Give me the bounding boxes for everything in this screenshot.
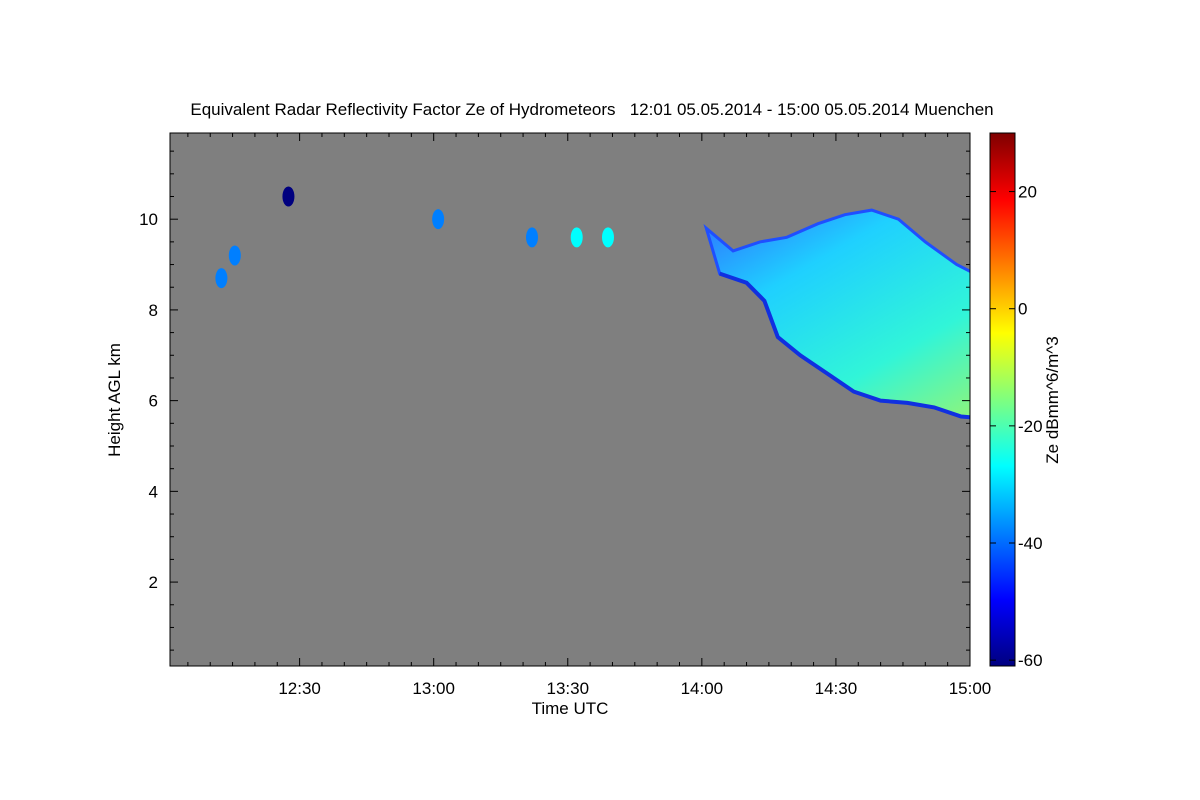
colorbar-label: Ze dBmm^6/m^3 — [1043, 336, 1062, 463]
y-axis-title: Height AGL km — [105, 343, 124, 457]
echo-patch — [228, 245, 241, 266]
colorbar-tick-label: 20 — [1018, 183, 1037, 202]
y-tick-label: 6 — [149, 392, 158, 411]
echo-patch — [601, 227, 614, 248]
y-tick-label: 2 — [149, 573, 158, 592]
colorbar-tick-label: 0 — [1018, 300, 1027, 319]
y-tick-label: 10 — [139, 210, 158, 229]
x-axis-title: Time UTC — [532, 699, 609, 718]
x-tick-label: 15:00 — [949, 679, 992, 698]
colorbar-tick-label: -40 — [1018, 534, 1043, 553]
echo-patch — [215, 268, 228, 289]
echo-patch — [526, 227, 539, 248]
x-tick-label: 12:30 — [278, 679, 321, 698]
x-tick-label: 14:00 — [681, 679, 724, 698]
chart-title: Equivalent Radar Reflectivity Factor Ze … — [190, 100, 993, 119]
echo-patch — [432, 209, 445, 230]
x-tick-label: 14:30 — [815, 679, 858, 698]
colorbar-tick-label: -20 — [1018, 417, 1043, 436]
echo-patch — [282, 186, 295, 207]
x-tick-label: 13:00 — [412, 679, 455, 698]
echo-patch — [570, 227, 583, 248]
plot-frame — [169, 132, 971, 667]
colorbar — [989, 132, 1016, 667]
colorbar-tick-label: -60 — [1018, 651, 1043, 670]
y-tick-label: 8 — [149, 301, 158, 320]
y-tick-label: 4 — [149, 482, 158, 501]
x-tick-label: 13:30 — [546, 679, 589, 698]
cloud-base-edge — [719, 271, 970, 420]
